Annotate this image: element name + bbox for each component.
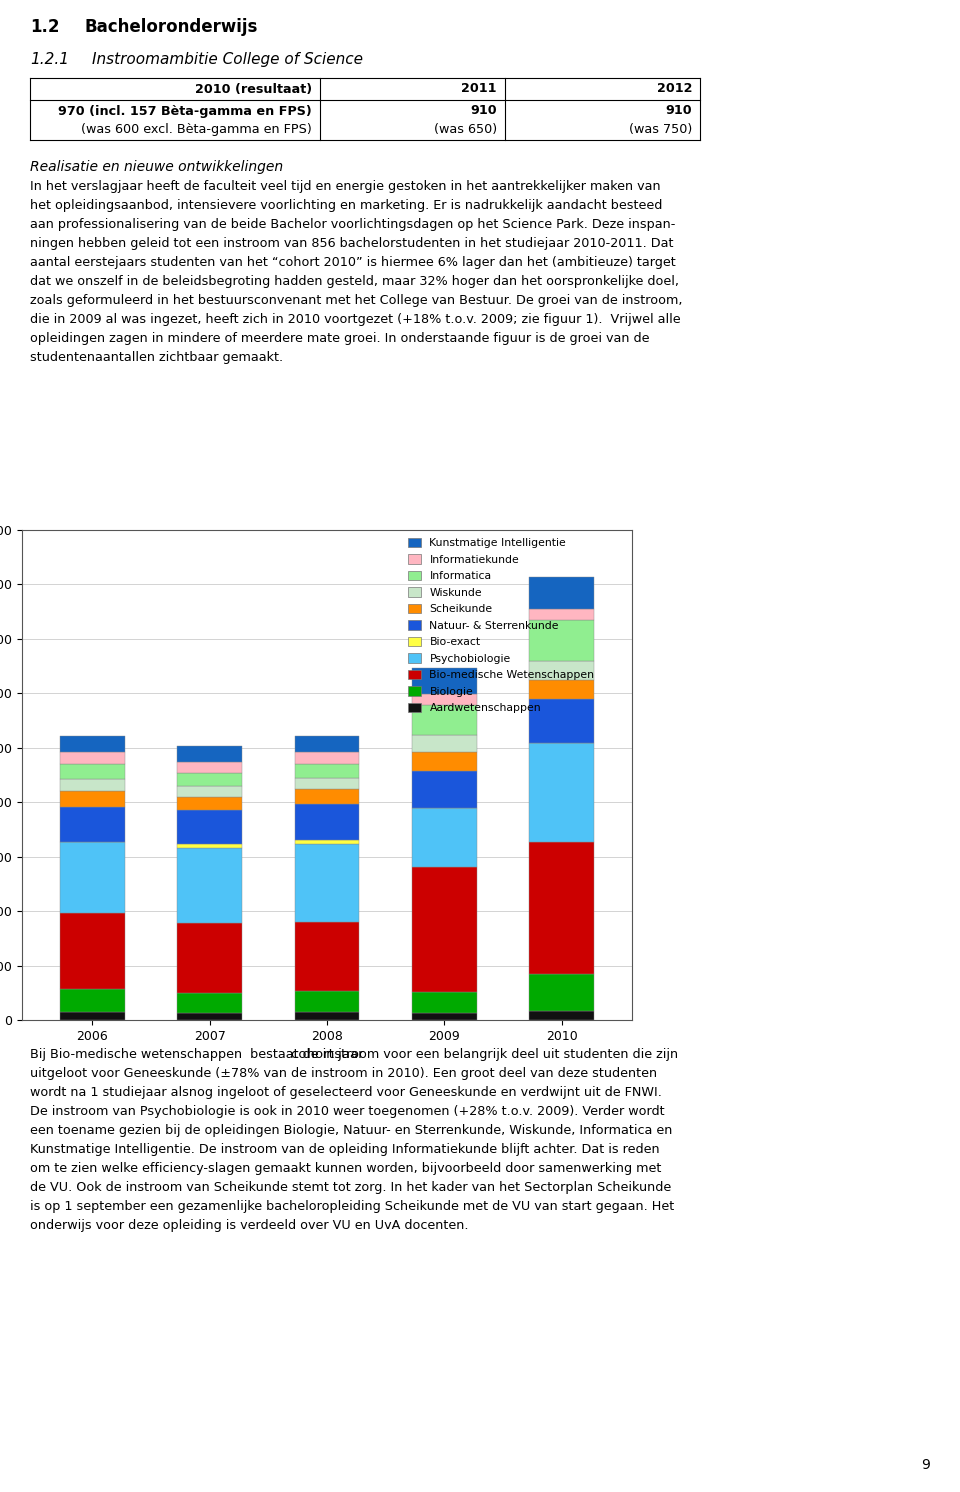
Text: Kunstmatige Intelligentie. De instroom van de opleiding Informatiekunde blijft a: Kunstmatige Intelligentie. De instroom v…	[30, 1143, 660, 1156]
Text: 2011: 2011	[462, 82, 497, 95]
Text: een toename gezien bij de opleidingen Biologie, Natuur- en Sterrenkunde, Wiskund: een toename gezien bij de opleidingen Bi…	[30, 1123, 672, 1137]
Legend: Kunstmatige Intelligentie, Informatiekunde, Informatica, Wiskunde, Scheikunde, N: Kunstmatige Intelligentie, Informatiekun…	[406, 536, 596, 716]
Text: 2012: 2012	[657, 82, 692, 95]
Text: wordt na 1 studiejaar alsnog ingeloot of geselecteerd voor Geneeskunde en verdwi: wordt na 1 studiejaar alsnog ingeloot of…	[30, 1086, 661, 1100]
Text: aantal eerstejaars studenten van het “cohort 2010” is hiermee 6% lager dan het (: aantal eerstejaars studenten van het “co…	[30, 257, 676, 269]
Bar	[412, 771, 476, 809]
Text: (was 600 excl. Bèta-gamma en FPS): (was 600 excl. Bèta-gamma en FPS)	[82, 122, 312, 136]
Text: Bij Bio-medische wetenschappen  bestaat de instroom voor een belangrijk deel uit: Bij Bio-medische wetenschappen bestaat d…	[30, 1047, 678, 1061]
Bar	[529, 621, 594, 661]
Bar	[529, 841, 594, 974]
Text: 970 (incl. 157 Bèta-gamma en FPS): 970 (incl. 157 Bèta-gamma en FPS)	[59, 104, 312, 118]
Text: Realisatie en nieuwe ontwikkelingen: Realisatie en nieuwe ontwikkelingen	[30, 160, 283, 175]
Text: (was 650): (was 650)	[434, 122, 497, 136]
Bar	[178, 797, 242, 810]
Bar	[60, 1012, 125, 1021]
Text: die in 2009 al was ingezet, heeft zich in 2010 voortgezet (+18% t.o.v. 2009; zie: die in 2009 al was ingezet, heeft zich i…	[30, 313, 681, 325]
Bar	[60, 807, 125, 841]
Bar	[529, 743, 594, 841]
Bar	[529, 577, 594, 609]
Bar	[178, 773, 242, 786]
Bar	[295, 922, 359, 991]
Bar	[295, 840, 359, 843]
Bar	[60, 752, 125, 764]
Bar	[295, 752, 359, 764]
Text: (was 750): (was 750)	[629, 122, 692, 136]
Text: is op 1 september een gezamenlijke bacheloropleiding Scheikunde met de VU van st: is op 1 september een gezamenlijke bache…	[30, 1200, 674, 1213]
Bar	[295, 843, 359, 922]
Bar	[295, 991, 359, 1013]
Bar	[295, 779, 359, 789]
Bar	[412, 706, 476, 736]
Text: dat we onszelf in de beleidsbegroting hadden gesteld, maar 32% hoger dan het oor: dat we onszelf in de beleidsbegroting ha…	[30, 275, 679, 288]
Bar	[412, 992, 476, 1013]
Text: In het verslagjaar heeft de faculteit veel tijd en energie gestoken in het aantr: In het verslagjaar heeft de faculteit ve…	[30, 181, 660, 192]
Bar	[412, 668, 476, 694]
Bar	[529, 661, 594, 680]
Bar	[529, 974, 594, 1012]
Bar	[295, 804, 359, 840]
Bar	[178, 844, 242, 847]
Bar	[295, 736, 359, 752]
Text: 910: 910	[665, 104, 692, 118]
Bar	[412, 809, 476, 867]
Text: 1.2.1: 1.2.1	[30, 52, 69, 67]
Bar	[178, 992, 242, 1013]
Text: Bacheloronderwijs: Bacheloronderwijs	[85, 18, 258, 36]
Bar	[60, 764, 125, 779]
Bar	[529, 1012, 594, 1021]
Text: 9: 9	[922, 1458, 930, 1473]
Text: 1.2: 1.2	[30, 18, 60, 36]
Text: onderwijs voor deze opleiding is verdeeld over VU en UvA docenten.: onderwijs voor deze opleiding is verdeel…	[30, 1219, 468, 1232]
X-axis label: cohort jaar: cohort jaar	[291, 1049, 363, 1061]
Bar	[178, 924, 242, 992]
Bar	[60, 791, 125, 807]
Text: aan professionalisering van de beide Bachelor voorlichtingsdagen op het Science : aan professionalisering van de beide Bac…	[30, 218, 676, 231]
Bar	[178, 847, 242, 924]
Bar	[295, 1013, 359, 1021]
Text: opleidingen zagen in mindere of meerdere mate groei. In onderstaande figuur is d: opleidingen zagen in mindere of meerdere…	[30, 333, 650, 345]
Bar	[412, 694, 476, 706]
Bar	[178, 762, 242, 773]
Bar	[295, 764, 359, 779]
Bar	[178, 786, 242, 797]
Text: de VU. Ook de instroom van Scheikunde stemt tot zorg. In het kader van het Secto: de VU. Ook de instroom van Scheikunde st…	[30, 1182, 671, 1194]
Bar	[529, 609, 594, 621]
Bar	[412, 736, 476, 752]
Bar	[412, 1013, 476, 1021]
Text: De instroom van Psychobiologie is ook in 2010 weer toegenomen (+28% t.o.v. 2009): De instroom van Psychobiologie is ook in…	[30, 1106, 664, 1118]
Bar	[60, 989, 125, 1012]
Bar	[60, 736, 125, 752]
Text: het opleidingsaanbod, intensievere voorlichting en marketing. Er is nadrukkelijk: het opleidingsaanbod, intensievere voorl…	[30, 198, 662, 212]
Bar	[295, 789, 359, 804]
Bar	[60, 913, 125, 989]
Bar	[60, 841, 125, 913]
Bar	[412, 867, 476, 992]
Bar	[412, 752, 476, 771]
Bar	[178, 746, 242, 762]
Text: studentenaantallen zichtbaar gemaakt.: studentenaantallen zichtbaar gemaakt.	[30, 351, 283, 364]
Bar	[178, 810, 242, 844]
Text: 2010 (resultaat): 2010 (resultaat)	[195, 82, 312, 95]
Bar	[529, 700, 594, 743]
Text: Instroomambitie College of Science: Instroomambitie College of Science	[92, 52, 363, 67]
Text: om te zien welke efficiency-slagen gemaakt kunnen worden, bijvoorbeeld door same: om te zien welke efficiency-slagen gemaa…	[30, 1162, 661, 1176]
Text: ningen hebben geleid tot een instroom van 856 bachelorstudenten in het studiejaa: ningen hebben geleid tot een instroom va…	[30, 237, 674, 251]
Text: uitgeloot voor Geneeskunde (±78% van de instroom in 2010). Een groot deel van de: uitgeloot voor Geneeskunde (±78% van de …	[30, 1067, 658, 1080]
Bar	[178, 1013, 242, 1021]
Bar	[60, 779, 125, 791]
Text: zoals geformuleerd in het bestuursconvenant met het College van Bestuur. De groe: zoals geformuleerd in het bestuursconven…	[30, 294, 683, 307]
Bar	[529, 680, 594, 700]
Text: 910: 910	[470, 104, 497, 118]
